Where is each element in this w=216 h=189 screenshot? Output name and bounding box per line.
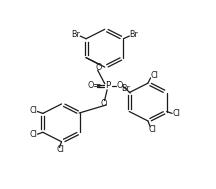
Text: O: O [87, 81, 94, 91]
Text: O: O [95, 63, 102, 72]
Text: Cl: Cl [172, 109, 180, 118]
Text: Br: Br [71, 29, 80, 39]
Text: Cl: Cl [30, 106, 38, 115]
Text: Cl: Cl [30, 130, 38, 139]
Text: O: O [100, 99, 106, 108]
Text: Cl: Cl [151, 71, 158, 80]
Text: Br: Br [121, 84, 130, 93]
Text: O: O [116, 81, 123, 91]
Text: Cl: Cl [57, 145, 64, 154]
Text: P: P [105, 81, 111, 91]
Text: =: = [93, 81, 101, 91]
Text: Cl: Cl [148, 125, 156, 134]
Text: Br: Br [130, 29, 138, 39]
